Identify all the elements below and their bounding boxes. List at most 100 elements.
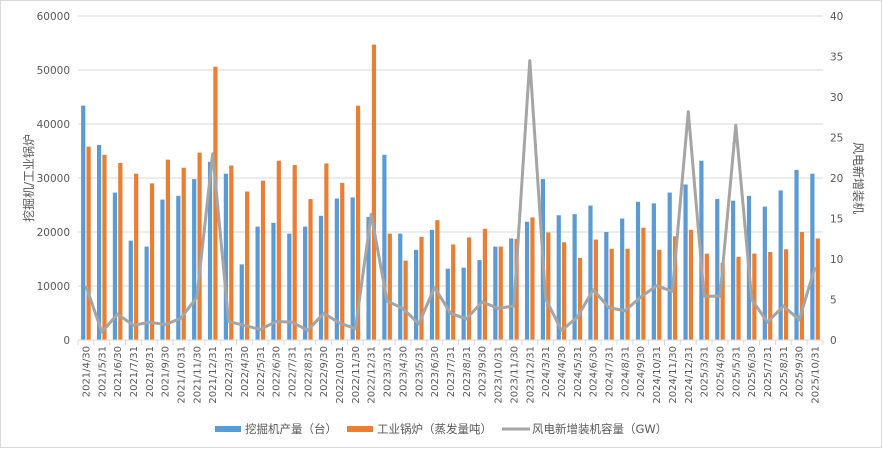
bar: [673, 236, 678, 340]
bar: [604, 232, 609, 340]
bar: [403, 260, 408, 340]
line-series: [84, 59, 817, 334]
bar: [683, 184, 688, 340]
bar: [635, 201, 641, 340]
bar: [398, 233, 403, 340]
bar: [783, 249, 789, 340]
x-tick-label: 2022/4/30: [240, 346, 251, 397]
x-tick-label: 2025/5/31: [731, 346, 742, 397]
bar: [577, 257, 583, 340]
bar: [482, 228, 488, 340]
x-tick-label: 2025/4/30: [715, 346, 726, 397]
right-tick-label: 25: [830, 133, 843, 145]
x-tick-label: 2022/9/30: [319, 346, 330, 397]
bar: [419, 236, 424, 340]
x-tick-label: 2024/11/30: [668, 346, 679, 404]
right-tick-label: 35: [830, 52, 843, 64]
x-tick-label: 2021/11/30: [192, 346, 203, 404]
bar: [657, 249, 662, 340]
bar: [720, 262, 725, 340]
x-tick-label: 2023/9/30: [478, 346, 489, 397]
bar: [81, 105, 86, 340]
x-axis: 2021/4/30 2021/5/31 2021/6/30 2021/7/31 2021…: [77, 339, 824, 404]
x-tick-label: 2025/10/31: [811, 346, 822, 404]
bar: [334, 198, 339, 340]
bar: [144, 246, 149, 340]
left-axis-title: 挖掘机/工业锅炉: [21, 134, 36, 222]
wind-capacity-line: [84, 59, 817, 334]
bar: [239, 264, 244, 340]
x-tick-label: 2024/4/30: [557, 346, 568, 397]
bar: [271, 222, 276, 340]
x-tick-label: 2024/3/31: [541, 346, 552, 397]
bar: [572, 214, 577, 340]
x-tick-label: 2021/6/30: [113, 346, 124, 397]
legend-swatch: [347, 426, 373, 432]
x-tick-label: 2021/10/31: [177, 346, 188, 404]
bar: [451, 244, 456, 340]
bar: [514, 239, 519, 340]
right-tick-label: 10: [830, 254, 843, 266]
x-tick-label: 2023/3/31: [383, 346, 394, 397]
bar: [429, 229, 435, 340]
bar: [181, 167, 186, 340]
bar: [413, 249, 419, 340]
x-tick-label: 2025/3/31: [700, 346, 711, 397]
x-tick-label: 2023/10/31: [494, 346, 505, 404]
bar: [546, 232, 551, 340]
x-tick-label: 2022/3/31: [224, 346, 235, 397]
bar: [371, 44, 377, 341]
x-tick-label: 2021/7/31: [129, 346, 140, 397]
bar: [799, 232, 805, 340]
x-tick-label: 2024/7/31: [605, 346, 616, 397]
bar: [355, 105, 361, 340]
bar: [815, 238, 820, 340]
bar: [134, 173, 139, 340]
x-tick-label: 2024/12/31: [684, 346, 695, 404]
bar: [736, 256, 741, 340]
left-tick-label: 20000: [37, 227, 70, 239]
x-tick-label: 2021/8/31: [145, 346, 156, 397]
legend-label: 挖掘机产量（台）: [245, 422, 337, 436]
bar: [340, 182, 345, 340]
x-tick-label: 2022/7/31: [287, 346, 298, 397]
right-axis-ticks: 0 5 10 15 20 25 30 35 40: [830, 11, 843, 347]
bar: [493, 246, 498, 340]
x-tick-label: 2024/10/31: [652, 346, 663, 404]
right-tick-label: 30: [830, 92, 843, 104]
bar: [609, 248, 614, 340]
bar: [350, 197, 355, 340]
bar: [435, 220, 440, 340]
legend-label: 风电新增装机容量（GW）: [532, 422, 667, 436]
left-tick-label: 10000: [37, 281, 70, 293]
x-tick-label: 2025/6/30: [747, 346, 758, 397]
bar: [445, 268, 450, 340]
bar: [260, 180, 266, 340]
bar: [287, 233, 292, 340]
x-tick-label: 2023/5/31: [414, 346, 425, 397]
bar: [292, 165, 297, 340]
bar: [128, 240, 133, 340]
bar: [641, 227, 646, 340]
x-tick-label: 2021/5/31: [97, 346, 108, 397]
bar: [593, 239, 598, 340]
bar: [810, 173, 815, 340]
bar: [651, 203, 656, 340]
bar: [530, 217, 535, 340]
bar: [229, 165, 234, 340]
bar: [96, 145, 102, 340]
bar: [752, 253, 757, 340]
bar: [466, 237, 472, 340]
bar: [778, 190, 783, 340]
x-tick-label: 2024/6/30: [589, 346, 600, 397]
gridlines: [78, 15, 823, 341]
bar: [731, 200, 736, 340]
x-tick-label: 2023/4/30: [398, 346, 409, 397]
bar: [112, 192, 118, 340]
legend-swatch: [215, 426, 241, 432]
right-tick-label: 0: [830, 335, 837, 347]
right-tick-label: 40: [830, 11, 843, 23]
left-tick-label: 30000: [37, 173, 70, 185]
bar: [118, 162, 123, 340]
